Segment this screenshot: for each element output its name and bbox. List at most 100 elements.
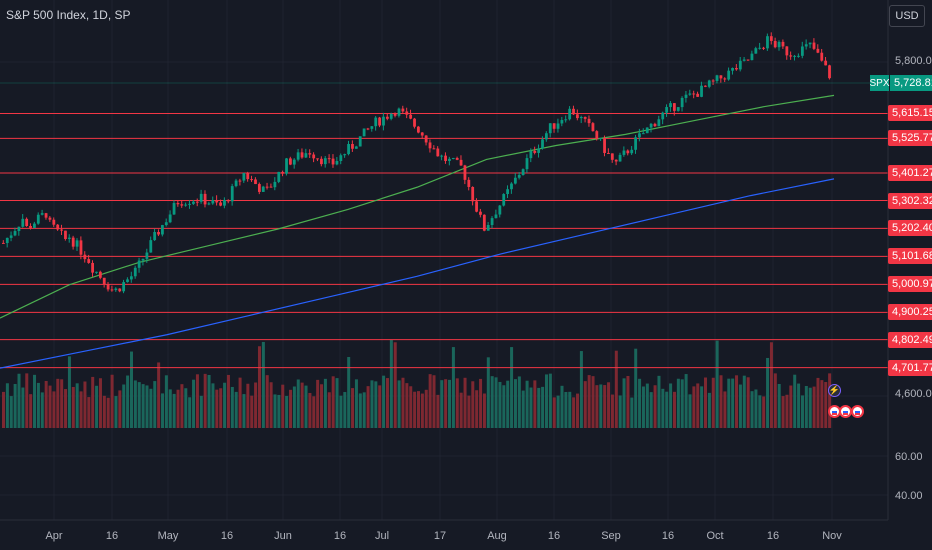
candle-body bbox=[87, 259, 91, 263]
volume-bar bbox=[176, 389, 180, 428]
volume-bar bbox=[230, 386, 234, 428]
currency-button[interactable]: USD bbox=[889, 5, 925, 27]
candle-body bbox=[98, 271, 102, 278]
level-price-badge: 5,000.97 bbox=[888, 276, 932, 293]
volume-bar bbox=[696, 383, 700, 428]
level-price-badge: 5,101.68 bbox=[888, 248, 932, 265]
volume-bar bbox=[207, 374, 211, 428]
candle-body bbox=[223, 199, 226, 206]
volume-bar bbox=[133, 380, 137, 428]
horizontal-levels bbox=[0, 112, 888, 369]
volume-bar bbox=[343, 392, 347, 428]
time-tick-label: 16 bbox=[766, 530, 780, 542]
candle-body bbox=[533, 150, 537, 153]
volume-bar bbox=[257, 346, 261, 428]
candle-body bbox=[75, 240, 79, 247]
candle-body bbox=[820, 52, 824, 61]
volume-bar bbox=[114, 396, 118, 428]
candle-body bbox=[292, 159, 296, 165]
candle-body bbox=[230, 186, 234, 202]
candle-body bbox=[638, 133, 641, 138]
candle-body bbox=[816, 48, 820, 53]
candle-body bbox=[257, 184, 261, 192]
level-price-badge: 5,401.27 bbox=[888, 164, 932, 181]
candle-body bbox=[669, 103, 672, 108]
candle-body bbox=[502, 194, 506, 206]
volume-bar bbox=[428, 374, 432, 428]
candle-body bbox=[688, 93, 692, 95]
volume-bar bbox=[704, 377, 708, 428]
volume-bar bbox=[525, 380, 529, 428]
volume-bar bbox=[223, 382, 227, 428]
volume-bar bbox=[808, 387, 812, 428]
volume-bar bbox=[579, 351, 583, 428]
candle-body bbox=[595, 131, 599, 139]
volume-bar bbox=[471, 381, 475, 428]
candle-body bbox=[521, 169, 525, 176]
candle-body bbox=[9, 235, 13, 238]
volume-bar bbox=[591, 376, 595, 428]
candle-body bbox=[382, 116, 385, 126]
time-tick-label: Apr bbox=[45, 530, 63, 542]
candle-body bbox=[207, 203, 211, 205]
candle-body bbox=[405, 111, 409, 115]
volume-bar bbox=[684, 374, 688, 428]
candle-body bbox=[296, 152, 300, 160]
candle-body bbox=[424, 135, 428, 143]
candle-body bbox=[316, 158, 319, 160]
candle-body bbox=[649, 123, 653, 128]
candle-body bbox=[572, 108, 575, 115]
volume-bar bbox=[715, 340, 719, 428]
candle-body bbox=[184, 204, 188, 206]
level-price-badge: 4,802.49 bbox=[888, 331, 932, 348]
volume-bar bbox=[513, 379, 517, 428]
volume-bar bbox=[769, 342, 773, 428]
candle-body bbox=[106, 284, 110, 290]
candle-body bbox=[603, 137, 606, 153]
us-flag-icon[interactable] bbox=[851, 405, 864, 418]
candle-body bbox=[719, 75, 723, 79]
volume-bar bbox=[195, 374, 199, 428]
time-tick-label: 16 bbox=[661, 530, 675, 542]
candle-body bbox=[370, 126, 374, 129]
candle-body bbox=[203, 193, 207, 205]
candle-body bbox=[676, 107, 680, 111]
volume-bar bbox=[168, 389, 172, 428]
volume-bar bbox=[52, 391, 56, 428]
candle-body bbox=[40, 213, 44, 215]
moving-averages bbox=[0, 94, 835, 369]
candle-body bbox=[273, 181, 277, 188]
volume-bar bbox=[665, 391, 669, 428]
candle-body bbox=[389, 113, 393, 119]
volume-bar bbox=[828, 373, 832, 428]
volume-bar bbox=[583, 381, 587, 428]
candle-body bbox=[145, 252, 149, 259]
volume-bar bbox=[385, 378, 389, 428]
volume-bar bbox=[300, 382, 304, 428]
earnings-flash-icon[interactable]: ⚡ bbox=[828, 384, 841, 397]
volume-bar bbox=[552, 397, 556, 428]
volume-bar bbox=[98, 378, 102, 428]
price-tick-label: 4,600.00 bbox=[895, 388, 932, 400]
candle-body bbox=[746, 59, 750, 61]
candle-body bbox=[397, 108, 401, 116]
volume-bar bbox=[277, 394, 281, 428]
candle-body bbox=[366, 128, 370, 130]
candle-body bbox=[110, 289, 114, 291]
candle-body bbox=[626, 150, 630, 154]
candle-body bbox=[723, 78, 727, 80]
candle-body bbox=[358, 136, 362, 147]
candle-body bbox=[444, 155, 447, 161]
volume-bar bbox=[560, 385, 564, 428]
candle-body bbox=[83, 254, 87, 260]
volume-tick-label: 40.00 bbox=[895, 490, 923, 502]
candle-body bbox=[122, 282, 126, 292]
candle-body bbox=[475, 201, 478, 212]
volume-bar bbox=[323, 378, 327, 428]
volume-bar bbox=[797, 383, 801, 428]
candle-body bbox=[17, 226, 21, 232]
candle-body bbox=[300, 152, 304, 158]
level-price-badge: 5,202.40 bbox=[888, 220, 932, 237]
volume-bar bbox=[603, 385, 607, 428]
